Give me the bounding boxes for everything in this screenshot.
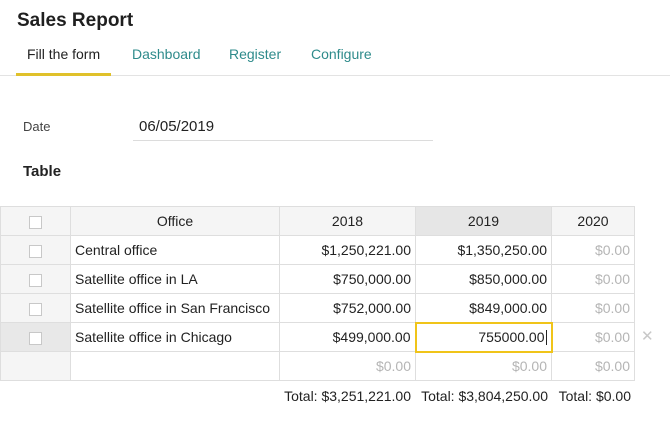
cell-office[interactable]: Central office xyxy=(70,235,280,265)
table-row-new: $0.00 $0.00 $0.00 xyxy=(0,351,635,381)
table-row: Central office $1,250,221.00 $1,350,250.… xyxy=(0,235,635,265)
cell-office[interactable]: Satellite office in San Francisco xyxy=(70,293,280,323)
cell-2018[interactable]: $499,000.00 xyxy=(279,322,416,352)
app-title: Sales Report xyxy=(17,10,134,31)
cell-2019[interactable]: $0.00 xyxy=(415,351,552,381)
sales-table: Office 2018 2019 2020 Central office $1,… xyxy=(0,206,635,381)
cell-2020[interactable]: $0.00 xyxy=(551,235,635,265)
column-header-2019[interactable]: 2019 xyxy=(415,206,552,236)
total-2018: Total: $3,251,221.00 xyxy=(284,388,411,404)
cell-2020[interactable]: $0.00 xyxy=(551,322,635,352)
cell-2018[interactable]: $0.00 xyxy=(279,351,416,381)
row-checkbox[interactable] xyxy=(29,273,42,287)
table-header-row: Office 2018 2019 2020 xyxy=(0,206,635,236)
cell-2019-edit-value: 755000.00 xyxy=(478,328,545,345)
table-row: Satellite office in LA $750,000.00 $850,… xyxy=(0,264,635,294)
table-row: Satellite office in Chicago $499,000.00 … xyxy=(0,321,635,353)
tab-bar: Fill the form Dashboard Register Configu… xyxy=(0,40,670,76)
total-2019: Total: $3,804,250.00 xyxy=(421,388,548,404)
row-select-cell[interactable] xyxy=(0,235,71,265)
row-select-cell[interactable] xyxy=(0,293,71,323)
tab-dashboard[interactable]: Dashboard xyxy=(132,46,201,62)
row-checkbox[interactable] xyxy=(29,244,42,258)
column-header-2020[interactable]: 2020 xyxy=(551,206,635,236)
cell-office[interactable]: Satellite office in LA xyxy=(70,264,280,294)
cell-2018[interactable]: $1,250,221.00 xyxy=(279,235,416,265)
close-icon[interactable]: ✕ xyxy=(641,328,654,345)
cell-office[interactable] xyxy=(70,351,280,381)
cell-2020[interactable]: $0.00 xyxy=(551,351,635,381)
tab-fill-the-form[interactable]: Fill the form xyxy=(27,46,101,62)
row-checkbox[interactable] xyxy=(29,331,42,345)
cell-2020[interactable]: $0.00 xyxy=(551,293,635,323)
row-checkbox[interactable] xyxy=(29,302,42,316)
active-tab-indicator xyxy=(16,73,111,76)
column-header-2018[interactable]: 2018 xyxy=(279,206,416,236)
date-label: Date xyxy=(23,119,51,134)
cell-office[interactable]: Satellite office in Chicago xyxy=(70,322,280,352)
row-select-cell[interactable] xyxy=(0,351,71,381)
select-all-cell[interactable] xyxy=(0,206,71,236)
row-select-cell[interactable] xyxy=(0,264,71,294)
cell-2019[interactable]: $1,350,250.00 xyxy=(415,235,552,265)
cell-2019[interactable]: $849,000.00 xyxy=(415,293,552,323)
table-section-title: Table xyxy=(23,163,62,180)
cell-2018[interactable]: $752,000.00 xyxy=(279,293,416,323)
cell-2019-editor[interactable]: 755000.00 xyxy=(414,321,553,353)
row-select-cell[interactable] xyxy=(0,322,71,352)
tab-configure[interactable]: Configure xyxy=(311,46,372,62)
cell-2020[interactable]: $0.00 xyxy=(551,264,635,294)
text-caret xyxy=(545,330,547,346)
select-all-checkbox[interactable] xyxy=(29,215,42,229)
column-header-office[interactable]: Office xyxy=(70,206,280,236)
date-input[interactable] xyxy=(133,112,433,141)
cell-2018[interactable]: $750,000.00 xyxy=(279,264,416,294)
tab-register[interactable]: Register xyxy=(229,46,282,62)
total-2020: Total: $0.00 xyxy=(558,388,631,404)
cell-2019[interactable]: $850,000.00 xyxy=(415,264,552,294)
table-row: Satellite office in San Francisco $752,0… xyxy=(0,293,635,323)
